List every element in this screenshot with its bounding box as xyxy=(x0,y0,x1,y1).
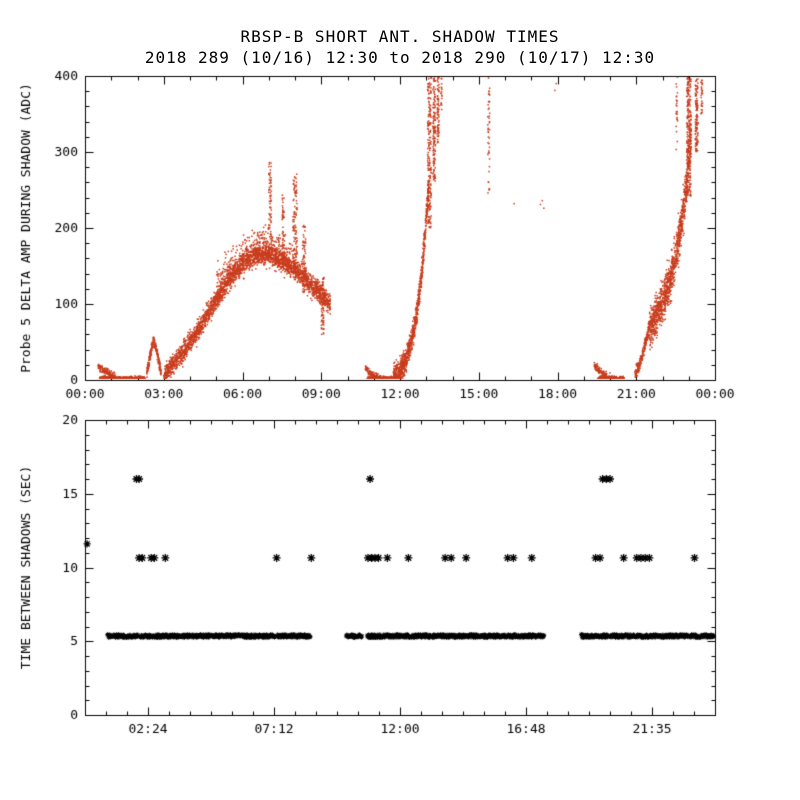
shadow-times-plot-canvas xyxy=(0,0,800,800)
figure-rbsp-shadow-times: RBSP-B SHORT ANT. SHADOW TIMES 2018 289 … xyxy=(0,0,800,800)
